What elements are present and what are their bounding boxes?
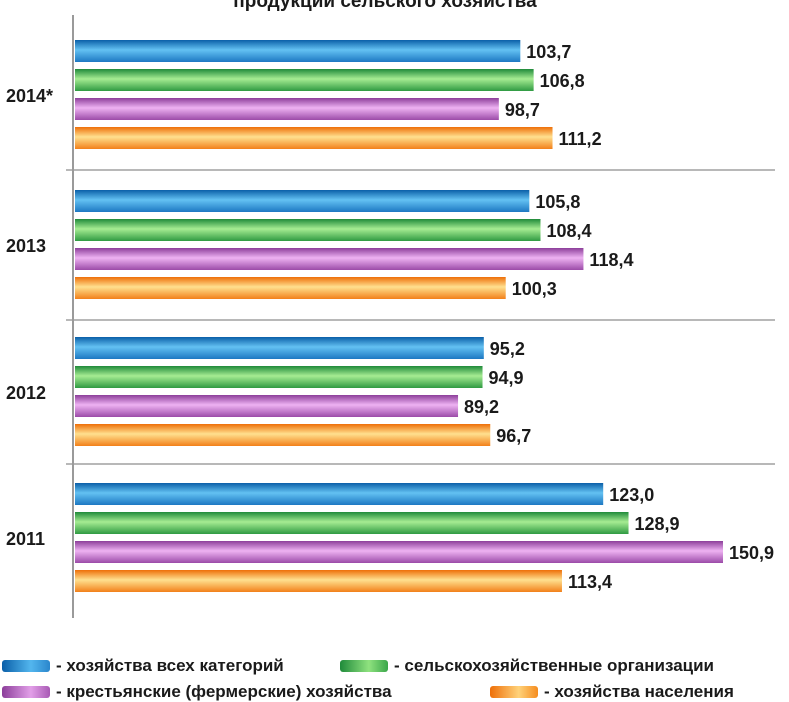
legend-label: - хозяйства населения: [544, 682, 734, 701]
chart-title: продукции сельского хозяйства: [233, 0, 537, 12]
category-label-2013: 2013: [6, 236, 46, 256]
bar-2014-series-1: [75, 40, 521, 62]
legend-swatch-purple: [2, 686, 50, 698]
data-labels: 103,7 106,898,7 111,2 105,8 108,4 118,4 100,3 9…: [464, 42, 774, 592]
category-separators: [66, 169, 775, 465]
legend-label: - сельскохозяйственные организации: [394, 656, 715, 675]
bar-2013-series-1: [75, 190, 530, 212]
legend-item-population-households: - хозяйства населения: [490, 682, 734, 702]
bar-2011-series-2: [75, 512, 629, 534]
legend-swatch-blue: [2, 660, 50, 672]
data-label-2012-series-1: 95,2: [490, 339, 525, 359]
bar-2011-series-4: [75, 570, 562, 592]
bar-2013-series-4: [75, 277, 506, 299]
legend-item-all-categories: - хозяйства всех категорий: [2, 656, 284, 676]
legend-item-agricultural-organizations: - сельскохозяйственные организации: [340, 656, 714, 676]
data-label-2013-series-2: 108,4: [546, 221, 591, 241]
data-label-2014-series-3: 98,7: [505, 100, 540, 120]
bar-2013-series-3: [75, 248, 584, 270]
data-label-2011-series-4: 113,4: [568, 572, 612, 592]
category-label-2011: 2011: [6, 529, 45, 549]
legend-label: - крестьянские (фермерские) хозяйства: [56, 682, 392, 701]
data-label-2013-series-4: 100,3: [512, 279, 557, 299]
bar-2012-series-1: [75, 337, 484, 359]
data-label-2011-series-3: 150,9: [729, 543, 774, 563]
data-label-2013-series-3: 118,4: [589, 250, 633, 270]
bar-2013-series-2: [75, 219, 541, 241]
category-label-2012: 2012: [6, 383, 46, 403]
data-label-2014-series-4: 111,2: [559, 129, 602, 149]
category-labels: 2014* 2013 2012 2011: [6, 86, 53, 549]
bars: [75, 40, 723, 592]
bar-2014-series-4: [75, 127, 553, 149]
bar-2014-series-3: [75, 98, 499, 120]
data-label-2012-series-4: 96,7: [496, 426, 531, 446]
bar-2011-series-3: [75, 541, 723, 563]
data-label-2013-series-1: 105,8: [535, 192, 580, 212]
bar-2012-series-3: [75, 395, 459, 417]
bar-2012-series-2: [75, 366, 483, 388]
legend-item-farm-households: - крестьянские (фермерские) хозяйства: [2, 682, 392, 702]
data-label-2012-series-3: 89,2: [464, 397, 499, 417]
data-label-2011-series-1: 123,0: [609, 485, 654, 505]
category-label-2014: 2014*: [6, 86, 53, 106]
legend-swatch-orange: [490, 686, 538, 698]
bar-2014-series-2: [75, 69, 534, 91]
data-label-2014-series-1: 103,7: [526, 42, 571, 62]
legend: - хозяйства всех категорий - сельскохозя…: [0, 652, 789, 702]
data-label-2011-series-2: 128,9: [635, 514, 680, 534]
data-label-2012-series-2: 94,9: [489, 368, 524, 388]
legend-swatch-green: [340, 660, 388, 672]
bar-2012-series-4: [75, 424, 491, 446]
bar-2011-series-1: [75, 483, 604, 505]
data-label-2014-series-2: 106,8: [540, 71, 585, 91]
legend-label: - хозяйства всех категорий: [56, 656, 284, 675]
